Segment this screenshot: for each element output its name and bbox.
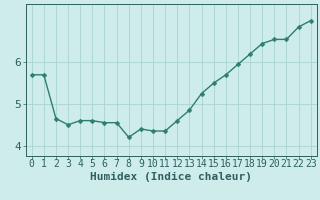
X-axis label: Humidex (Indice chaleur): Humidex (Indice chaleur) (90, 172, 252, 182)
